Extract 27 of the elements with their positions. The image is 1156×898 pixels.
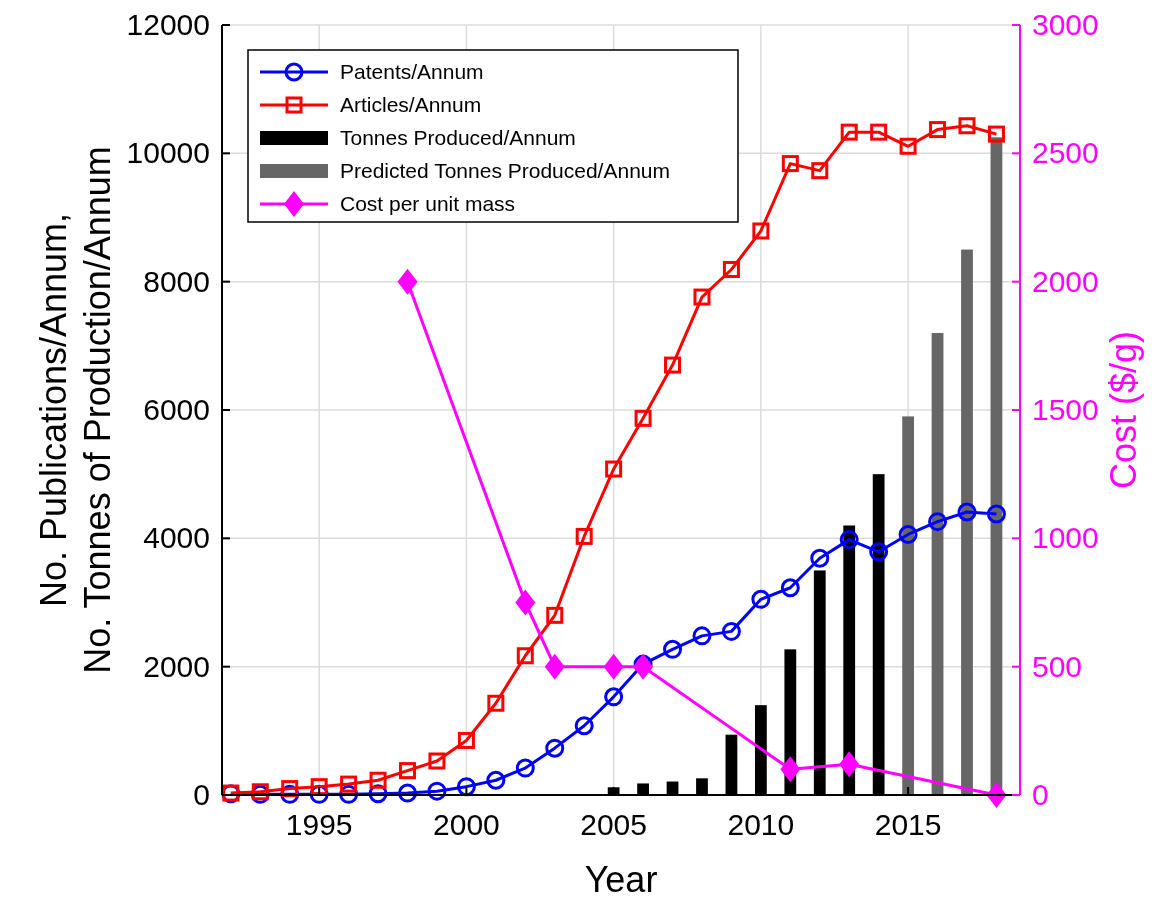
legend-label: Patents/Annum bbox=[340, 60, 484, 83]
legend-label: Tonnes Produced/Annum bbox=[340, 126, 576, 149]
y2-tick-label: 0 bbox=[1032, 778, 1049, 811]
y-tick-label: 12000 bbox=[126, 8, 210, 41]
y-tick-label: 6000 bbox=[143, 393, 210, 426]
legend-label: Articles/Annum bbox=[340, 93, 482, 116]
x-tick-label: 2010 bbox=[727, 808, 795, 841]
y-tick-label: 4000 bbox=[143, 521, 210, 555]
y2-tick-label: 3000 bbox=[1032, 8, 1099, 41]
legend-label: Cost per unit mass bbox=[340, 192, 516, 215]
y2-tick-label: 500 bbox=[1032, 649, 1083, 683]
y2-tick-label: 1500 bbox=[1032, 393, 1099, 426]
y-tick-label: 2000 bbox=[143, 649, 210, 683]
y2-tick-label: 2000 bbox=[1032, 264, 1099, 298]
x-axis-title: Year bbox=[584, 859, 658, 898]
y-tick-label: 8000 bbox=[143, 264, 210, 298]
x-tick-label: 2015 bbox=[874, 808, 942, 841]
x-tick-label: 2000 bbox=[433, 808, 500, 841]
y2-tick-label: 1000 bbox=[1032, 521, 1099, 555]
x-tick-label: 2005 bbox=[580, 808, 648, 841]
y2-tick-label: 2500 bbox=[1032, 136, 1099, 170]
y-tick-label: 10000 bbox=[126, 136, 210, 170]
legend-label: Predicted Tonnes Produced/Annum bbox=[340, 159, 670, 182]
y-tick-label: 0 bbox=[193, 778, 210, 811]
x-tick-label: 1995 bbox=[285, 808, 353, 841]
y-axis-title: No. Publications/Annum, No. Tonnes of Production/Annum bbox=[33, 146, 118, 674]
y2-axis-title: Cost ($/g) bbox=[1103, 330, 1144, 490]
